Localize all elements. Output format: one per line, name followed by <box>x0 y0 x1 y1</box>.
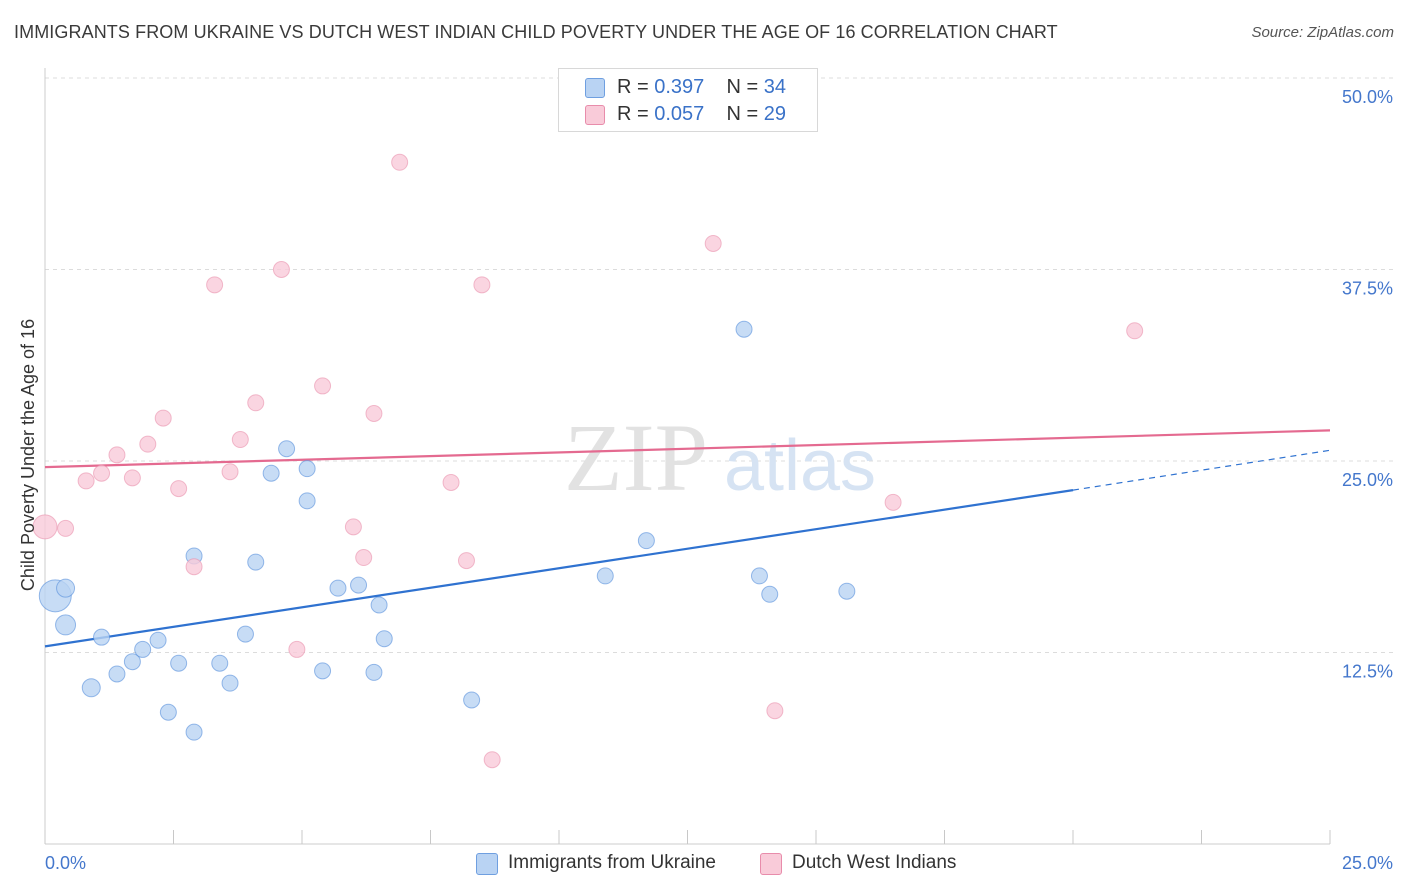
ukraine-point <box>761 585 779 603</box>
ukraine-point <box>637 532 655 550</box>
ukraine-point <box>236 625 254 643</box>
dutch-west-indian-point <box>206 276 224 294</box>
ukraine-point <box>108 665 126 683</box>
ukraine-trend-line <box>44 489 1074 648</box>
ukraine-point <box>211 654 229 672</box>
ukraine-trend-extension <box>1072 449 1331 491</box>
dutch-west-indian-point <box>884 493 902 511</box>
dutch-west-indian-point <box>288 640 306 658</box>
dutch-west-indian-point <box>473 276 491 294</box>
bottom-legend-swatch-dutch-west-indians <box>760 853 782 875</box>
ukraine-point <box>375 630 393 648</box>
dutch-west-indian-point <box>154 409 172 427</box>
chart-source: Source: ZipAtlas.com <box>1251 24 1394 41</box>
ukraine-point <box>55 614 77 636</box>
ukraine-point <box>159 703 177 721</box>
ukraine-point <box>185 723 203 741</box>
ukraine-point <box>596 567 614 585</box>
dutch-west-indian-point <box>57 519 75 537</box>
dutch-west-indian-point <box>247 394 265 412</box>
dutch-west-indian-point <box>355 549 373 567</box>
dutch-west-indian-point <box>93 464 111 482</box>
ukraine-point <box>735 320 753 338</box>
chart-title: IMMIGRANTS FROM UKRAINE VS DUTCH WEST IN… <box>14 22 1058 42</box>
watermark-zip: ZIP <box>564 404 708 511</box>
y-axis-label: Child Poverty Under the Age of 16 <box>18 319 38 591</box>
bottom-legend-label-dutch-west-indians: Dutch West Indians <box>792 852 957 873</box>
y-tick-label: 37.5% <box>1342 279 1393 299</box>
dutch-west-indian-point <box>231 431 249 449</box>
ukraine-point <box>314 662 332 680</box>
bottom-legend-swatch-ukraine <box>476 853 498 875</box>
dutch-west-indian-point <box>32 514 58 540</box>
legend-r-value: 0.397 <box>654 76 705 98</box>
dutch-west-indian-point <box>272 261 290 278</box>
dutch-west-indian-point <box>221 463 239 481</box>
y-tick-label: 12.5% <box>1342 662 1393 682</box>
y-tick-label: 25.0% <box>1342 470 1393 490</box>
ukraine-point <box>134 640 152 658</box>
dutch-west-indian-point <box>77 472 95 490</box>
legend-n-value: 29 <box>763 103 787 125</box>
ukraine-point <box>81 678 101 698</box>
legend-r-label: R = <box>617 76 655 98</box>
ukraine-point <box>365 663 383 681</box>
ukraine-point <box>750 567 768 585</box>
dutch-west-indian-point <box>391 153 409 171</box>
dutch-west-indian-trend-line <box>44 429 1331 469</box>
ukraine-point <box>221 674 239 692</box>
ukraine-point <box>149 631 167 649</box>
dutch-west-indian-point <box>139 435 157 453</box>
dutch-west-indian-point <box>170 480 188 498</box>
ukraine-point <box>370 596 388 614</box>
dutch-west-indian-point <box>185 558 203 576</box>
ukraine-point <box>350 576 368 594</box>
legend-n-label: N = <box>726 103 764 125</box>
legend-r-value: 0.057 <box>654 103 705 125</box>
ukraine-point <box>298 460 316 478</box>
ukraine-point <box>262 464 280 482</box>
ukraine-point <box>463 691 481 709</box>
ukraine-point <box>247 553 265 571</box>
x-tick-label: 25.0% <box>1342 853 1393 873</box>
dutch-west-indian-point <box>365 405 383 423</box>
ukraine-point <box>123 653 141 671</box>
ukraine-point <box>298 492 316 510</box>
bottom-legend-label-ukraine: Immigrants from Ukraine <box>508 852 716 873</box>
dutch-west-indian-point <box>1126 322 1144 340</box>
ukraine-point <box>278 440 296 458</box>
dutch-west-indian-point <box>344 518 362 536</box>
legend-n-label: N = <box>726 76 764 98</box>
grid-lines <box>45 77 1395 653</box>
dutch-west-indian-point <box>483 751 501 769</box>
dutch-west-indian-point <box>704 234 722 252</box>
ukraine-point <box>329 579 347 597</box>
ukraine-point <box>838 582 856 600</box>
dutch-west-indian-point <box>457 552 475 570</box>
legend-n-value: 34 <box>763 76 787 98</box>
y-tick-label: 50.0% <box>1342 87 1393 107</box>
legend-swatch-dutch-west-indians <box>585 105 605 125</box>
trend-lines <box>44 429 1331 648</box>
dutch-west-indian-point <box>442 473 460 491</box>
legend-swatch-ukraine <box>585 78 605 98</box>
ukraine-point <box>93 628 111 646</box>
axes <box>44 68 1331 845</box>
data-points <box>32 153 1144 769</box>
ukraine-point <box>170 654 188 672</box>
x-tick-label: 0.0% <box>45 853 86 873</box>
stats-legend: R = 0.397 N = 34 R = 0.057 N = 29 <box>558 68 818 132</box>
ukraine-point <box>56 578 76 598</box>
dutch-west-indian-point <box>108 446 126 464</box>
dutch-west-indian-point <box>766 702 784 720</box>
legend-r-label: R = <box>617 103 655 125</box>
dutch-west-indian-point <box>123 469 141 487</box>
dutch-west-indian-point <box>314 377 332 395</box>
tick-labels: 12.5% 25.0% 37.5% 50.0% 0.0% 25.0% <box>45 87 1393 873</box>
watermark-atlas: atlas <box>724 426 876 506</box>
